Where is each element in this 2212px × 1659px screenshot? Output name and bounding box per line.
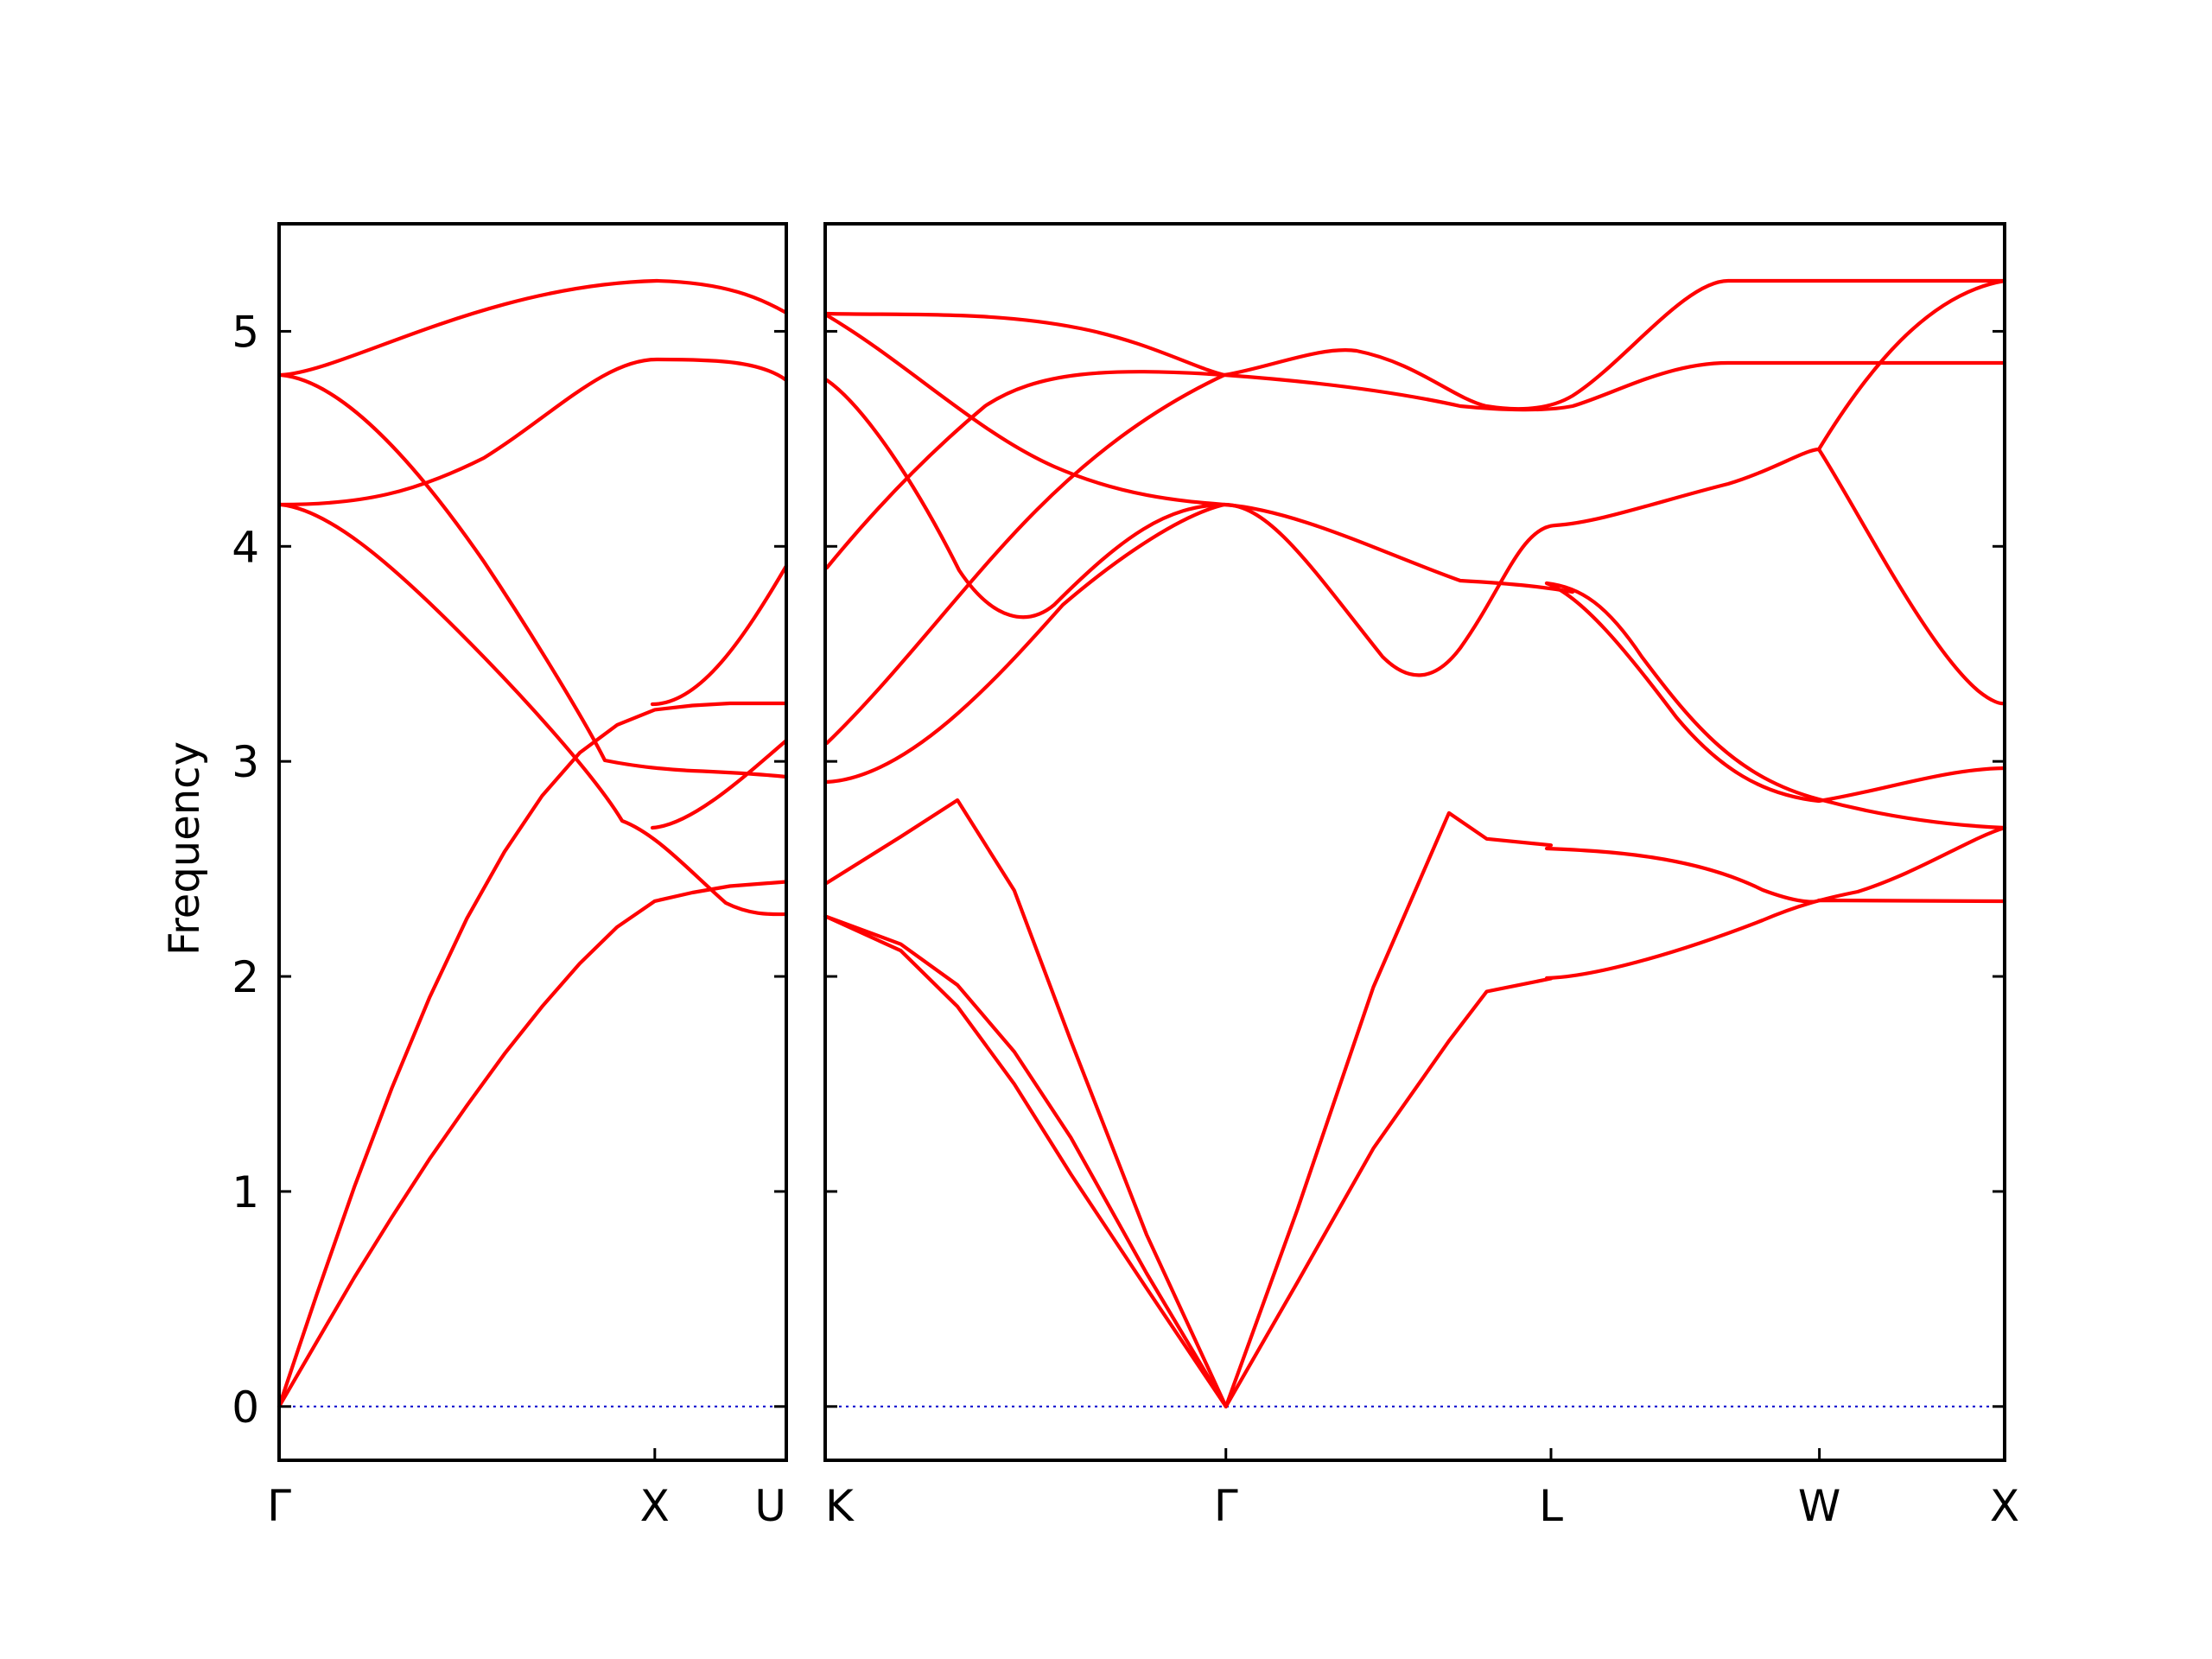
- right-bands: [824, 278, 2007, 981]
- band-curve: [650, 738, 789, 830]
- x-tick-label: Γ: [1214, 1481, 1238, 1531]
- band-series: [823, 914, 1228, 1408]
- band-curve: [824, 313, 1575, 594]
- band-curve: [824, 360, 2007, 570]
- band-series: [823, 798, 1228, 1408]
- x-tick-label: Γ: [267, 1481, 291, 1531]
- left-frame: [277, 222, 788, 1462]
- band-curve: [278, 357, 789, 507]
- x-tick-label: K: [825, 1481, 855, 1531]
- x-tick-label: X: [1990, 1481, 2019, 1531]
- left-bands: [278, 278, 789, 917]
- band-curve: [824, 378, 1821, 677]
- left-ticks: [277, 329, 788, 1460]
- x-tick-label: L: [1539, 1481, 1563, 1531]
- y-tick-label: 5: [232, 307, 259, 357]
- y-tick-label: 1: [232, 1167, 259, 1217]
- band-curve: [1816, 447, 2007, 706]
- band-curve: [1544, 581, 2007, 804]
- right-data-bands: [823, 798, 1554, 1408]
- y-tick-label: 3: [232, 737, 259, 787]
- band-curve: [650, 563, 789, 707]
- y-tick-label: 2: [232, 952, 259, 1002]
- x-tick-label: X: [640, 1481, 670, 1531]
- band-curve: [824, 502, 1227, 785]
- band-series: [276, 701, 789, 1408]
- x-tick-label: W: [1798, 1481, 1840, 1531]
- band-curve: [1816, 278, 2007, 452]
- y-tick-label: 0: [232, 1382, 259, 1433]
- band-series: [1224, 976, 1554, 1408]
- y-tick-label: 4: [232, 522, 259, 572]
- left-data-bands: [276, 701, 789, 1408]
- band-series: [823, 914, 1228, 1408]
- band-series: [1224, 810, 1554, 1408]
- band-curve: [1544, 825, 2007, 981]
- x-tick-label: U: [754, 1481, 786, 1531]
- band-curve: [1544, 581, 2007, 830]
- band-curve: [278, 502, 789, 917]
- band-curve: [824, 278, 2007, 411]
- y-axis-label: Frequency: [161, 741, 209, 956]
- right-frame: [823, 222, 2006, 1462]
- band-curve: [1544, 846, 2007, 904]
- band-curve: [278, 278, 789, 378]
- band-curve: [824, 372, 1227, 746]
- band-curve: [278, 372, 789, 779]
- right-ticks: [823, 329, 2006, 1460]
- y-tick-labels: 0 1 2 3 4 5: [232, 307, 259, 1432]
- band-series: [276, 880, 789, 1408]
